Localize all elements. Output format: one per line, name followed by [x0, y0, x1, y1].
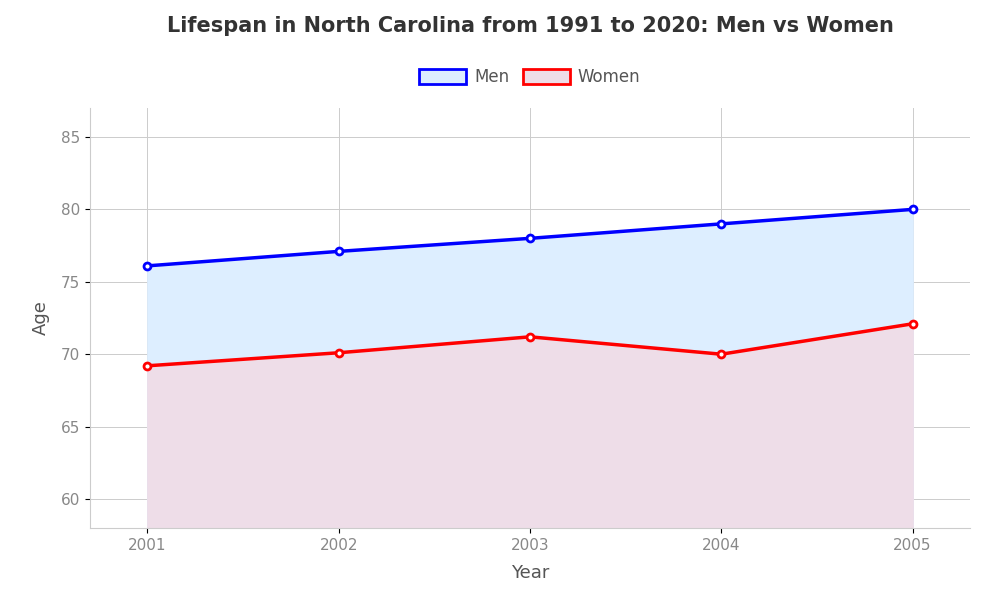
X-axis label: Year: Year	[511, 564, 549, 582]
Title: Lifespan in North Carolina from 1991 to 2020: Men vs Women: Lifespan in North Carolina from 1991 to …	[167, 16, 893, 35]
Legend: Men, Women: Men, Women	[413, 62, 647, 93]
Y-axis label: Age: Age	[32, 301, 50, 335]
